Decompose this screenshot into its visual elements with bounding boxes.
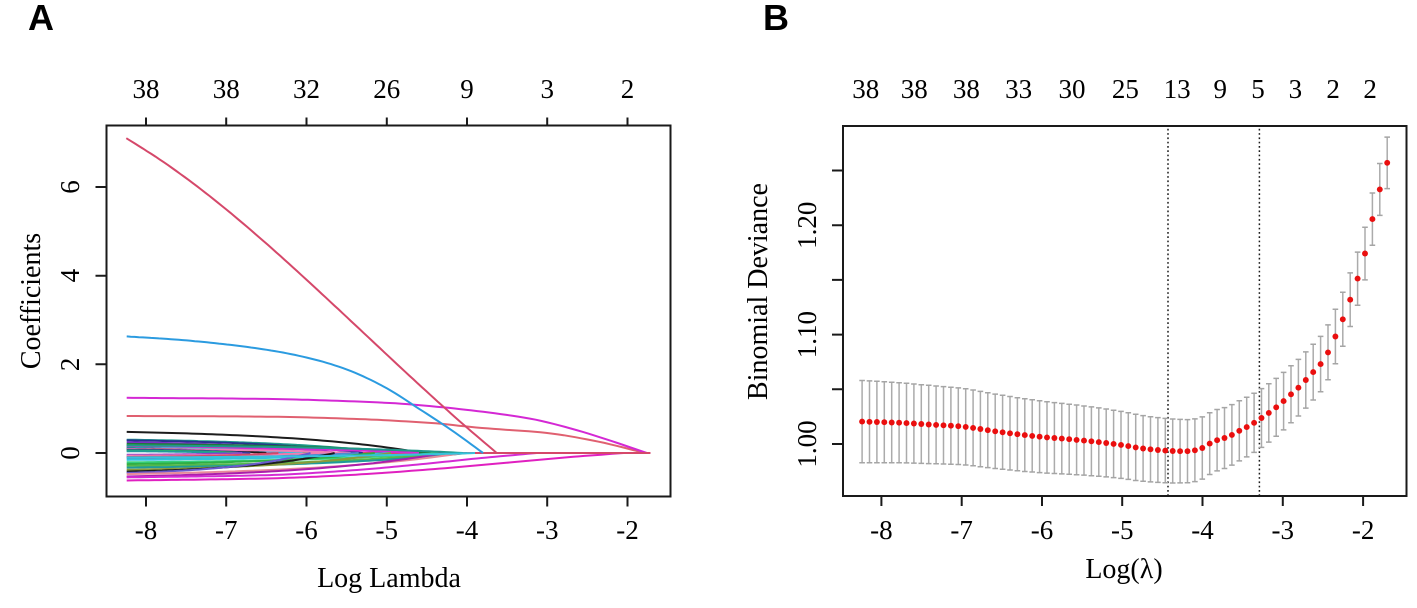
svg-text:38: 38 <box>852 74 879 104</box>
svg-text:9: 9 <box>1214 74 1228 104</box>
svg-text:38: 38 <box>953 74 980 104</box>
svg-text:30: 30 <box>1059 74 1086 104</box>
svg-text:9: 9 <box>460 74 474 104</box>
svg-text:3: 3 <box>541 74 555 104</box>
svg-text:6: 6 <box>55 180 85 194</box>
svg-text:-4: -4 <box>1191 515 1214 545</box>
svg-text:Log(λ): Log(λ) <box>1085 554 1162 585</box>
svg-text:A: A <box>28 0 54 38</box>
svg-text:0: 0 <box>55 446 85 460</box>
svg-text:1.20: 1.20 <box>792 202 822 249</box>
svg-text:-3: -3 <box>536 515 559 545</box>
svg-text:B: B <box>763 0 789 38</box>
svg-text:2: 2 <box>1363 74 1377 104</box>
svg-text:-8: -8 <box>870 515 893 545</box>
svg-text:-5: -5 <box>376 515 399 545</box>
svg-text:2: 2 <box>55 358 85 372</box>
svg-text:32: 32 <box>293 74 320 104</box>
svg-text:38: 38 <box>133 74 160 104</box>
svg-text:26: 26 <box>373 74 400 104</box>
svg-text:Binomial Deviance: Binomial Deviance <box>743 183 774 400</box>
svg-text:38: 38 <box>901 74 928 104</box>
svg-text:2: 2 <box>621 74 635 104</box>
svg-text:-5: -5 <box>1111 515 1134 545</box>
svg-text:13: 13 <box>1164 74 1191 104</box>
svg-text:Log Lambda: Log Lambda <box>317 563 461 594</box>
svg-text:2: 2 <box>1326 74 1340 104</box>
svg-text:-2: -2 <box>616 515 639 545</box>
svg-text:Coefficients: Coefficients <box>16 233 47 369</box>
svg-text:-3: -3 <box>1272 515 1295 545</box>
svg-text:3: 3 <box>1289 74 1303 104</box>
svg-text:-6: -6 <box>295 515 318 545</box>
svg-text:1.00: 1.00 <box>792 420 822 467</box>
svg-text:-6: -6 <box>1031 515 1054 545</box>
svg-text:25: 25 <box>1112 74 1139 104</box>
svg-text:38: 38 <box>213 74 240 104</box>
svg-text:1.10: 1.10 <box>792 311 822 358</box>
svg-text:5: 5 <box>1251 74 1265 104</box>
svg-text:33: 33 <box>1005 74 1032 104</box>
svg-text:-7: -7 <box>950 515 973 545</box>
svg-text:-7: -7 <box>215 515 238 545</box>
svg-text:-8: -8 <box>135 515 158 545</box>
svg-text:4: 4 <box>55 268 85 282</box>
svg-text:-2: -2 <box>1352 515 1375 545</box>
svg-text:-4: -4 <box>456 515 479 545</box>
